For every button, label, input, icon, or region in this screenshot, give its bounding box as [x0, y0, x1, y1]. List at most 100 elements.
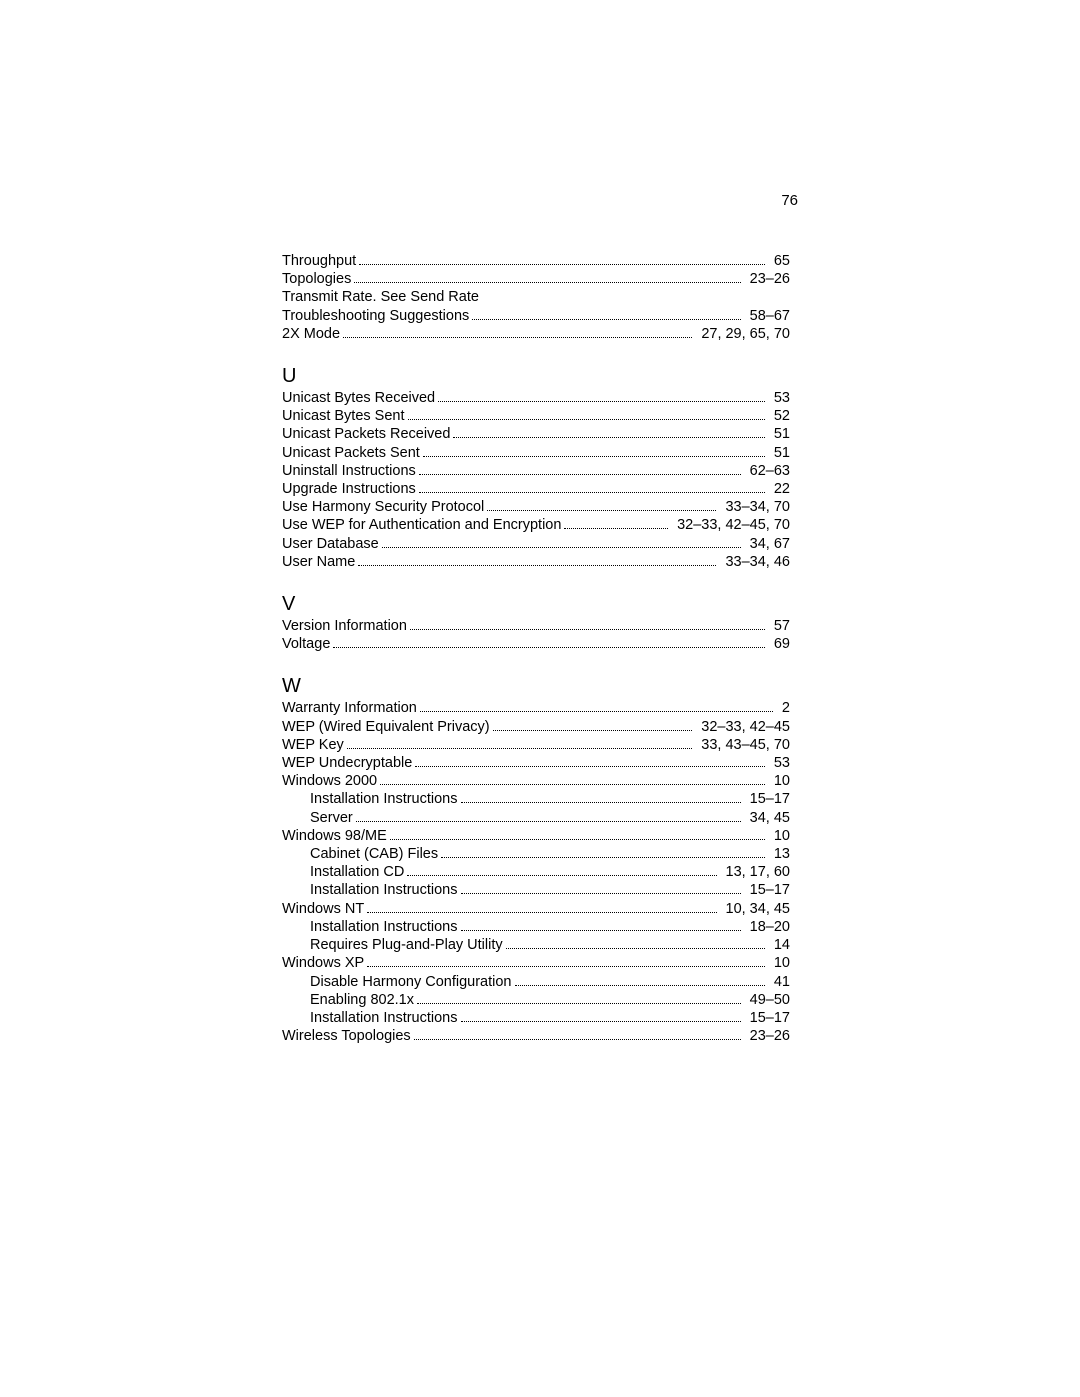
index-entry: Upgrade Instructions22: [282, 480, 790, 498]
entry-label: Cabinet (CAB) Files: [310, 845, 438, 863]
leader-dots: [461, 1021, 741, 1022]
entry-pages: 69: [768, 635, 790, 653]
entry-label: User Database: [282, 535, 379, 553]
entry-pages: 10, 34, 45: [720, 900, 791, 918]
entry-pages: 58–67: [744, 307, 790, 325]
entry-label: Installation Instructions: [310, 1009, 458, 1027]
entry-pages: 14: [768, 936, 790, 954]
entry-label: Use WEP for Authentication and Encryptio…: [282, 516, 561, 534]
entry-label: Transmit Rate. See Send Rate: [282, 288, 479, 306]
leader-dots: [380, 784, 765, 785]
entry-pages: 62–63: [744, 462, 790, 480]
entry-label: Server: [310, 809, 353, 827]
index-page: 76 Throughput65Topologies23–26Transmit R…: [0, 0, 1080, 1397]
leader-dots: [410, 629, 765, 630]
entry-pages: 32–33, 42–45, 70: [671, 516, 790, 534]
entry-pages: 52: [768, 407, 790, 425]
entry-pages: 65: [768, 252, 790, 270]
leader-dots: [420, 711, 773, 712]
entry-label: Voltage: [282, 635, 330, 653]
page-number: 76: [781, 192, 798, 209]
entry-label: Installation Instructions: [310, 918, 458, 936]
index-subentry: Installation Instructions18–20: [282, 918, 790, 936]
leader-dots: [358, 565, 716, 566]
index-subentry: Installation CD13, 17, 60: [282, 863, 790, 881]
leader-dots: [423, 456, 765, 457]
index-entry: Uninstall Instructions62–63: [282, 462, 790, 480]
entry-pages: 33–34, 46: [719, 553, 790, 571]
leader-dots: [487, 510, 716, 511]
leader-dots: [515, 985, 765, 986]
entry-pages: 15–17: [744, 1009, 790, 1027]
leader-dots: [356, 821, 741, 822]
index-subentry: Disable Harmony Configuration 41: [282, 973, 790, 991]
entry-label: Troubleshooting Suggestions: [282, 307, 469, 325]
entry-pages: 23–26: [744, 1027, 790, 1045]
index-entry: Unicast Packets Received51: [282, 425, 790, 443]
index-subentry: Installation Instructions15–17: [282, 790, 790, 808]
entry-label: 2X Mode: [282, 325, 340, 343]
leader-dots: [506, 948, 765, 949]
leader-dots: [419, 492, 765, 493]
index-entry: Unicast Bytes Sent52: [282, 407, 790, 425]
entry-pages: 22: [768, 480, 790, 498]
index-entry: Windows NT 10, 34, 45: [282, 900, 790, 918]
leader-dots: [417, 1003, 741, 1004]
leader-dots: [414, 1039, 741, 1040]
entry-label: Warranty Information: [282, 699, 417, 717]
index-entry: Unicast Packets Sent 51: [282, 444, 790, 462]
index-entry: Transmit Rate. See Send Rate: [282, 288, 790, 306]
entry-pages: 10: [768, 772, 790, 790]
entry-label: User Name: [282, 553, 355, 571]
entry-pages: 53: [768, 754, 790, 772]
leader-dots: [415, 766, 765, 767]
leader-dots: [438, 401, 765, 402]
entry-label: Installation Instructions: [310, 790, 458, 808]
entry-label: Windows XP: [282, 954, 364, 972]
section-heading: W: [282, 675, 790, 698]
leader-dots: [367, 966, 765, 967]
index-entry: Version Information57: [282, 617, 790, 635]
entry-label: Disable Harmony Configuration: [310, 973, 512, 991]
leader-dots: [354, 282, 740, 283]
entry-pages: 10: [768, 827, 790, 845]
entry-label: WEP (Wired Equivalent Privacy): [282, 718, 490, 736]
leader-dots: [408, 419, 765, 420]
leader-dots: [493, 730, 693, 731]
entry-label: Windows NT: [282, 900, 364, 918]
index-subentry: Installation Instructions 15–17: [282, 1009, 790, 1027]
index-subentry: Requires Plug-and-Play Utility 14: [282, 936, 790, 954]
index-entry: Windows XP 10: [282, 954, 790, 972]
entry-label: Topologies: [282, 270, 351, 288]
leader-dots: [419, 474, 741, 475]
leader-dots: [347, 748, 693, 749]
section-heading: U: [282, 365, 790, 388]
leader-dots: [461, 802, 741, 803]
leader-dots: [333, 647, 764, 648]
entry-label: Requires Plug-and-Play Utility: [310, 936, 503, 954]
entry-label: Enabling 802.1x: [310, 991, 414, 1009]
entry-pages: 51: [768, 444, 790, 462]
entry-pages: 51: [768, 425, 790, 443]
index-entry: Troubleshooting Suggestions 58–67: [282, 307, 790, 325]
entry-pages: 10: [768, 954, 790, 972]
entry-pages: 33–34, 70: [719, 498, 790, 516]
leader-dots: [564, 528, 668, 529]
index-entry: WEP (Wired Equivalent Privacy)32–33, 42–…: [282, 718, 790, 736]
entry-pages: 34, 67: [744, 535, 790, 553]
entry-label: Unicast Packets Sent: [282, 444, 420, 462]
leader-dots: [382, 547, 741, 548]
index-entry: 2X Mode 27, 29, 65, 70: [282, 325, 790, 343]
entry-label: Windows 2000: [282, 772, 377, 790]
index-subentry: Installation Instructions15–17: [282, 881, 790, 899]
entry-pages: 27, 29, 65, 70: [695, 325, 790, 343]
entry-label: Version Information: [282, 617, 407, 635]
entry-pages: 33, 43–45, 70: [695, 736, 790, 754]
entry-label: Windows 98/ME: [282, 827, 387, 845]
index-entry: Use WEP for Authentication and Encryptio…: [282, 516, 790, 534]
entry-pages: 41: [768, 973, 790, 991]
index-subentry: Enabling 802.1x49–50: [282, 991, 790, 1009]
leader-dots: [461, 893, 741, 894]
entry-pages: 34, 45: [744, 809, 790, 827]
leader-dots: [367, 912, 716, 913]
